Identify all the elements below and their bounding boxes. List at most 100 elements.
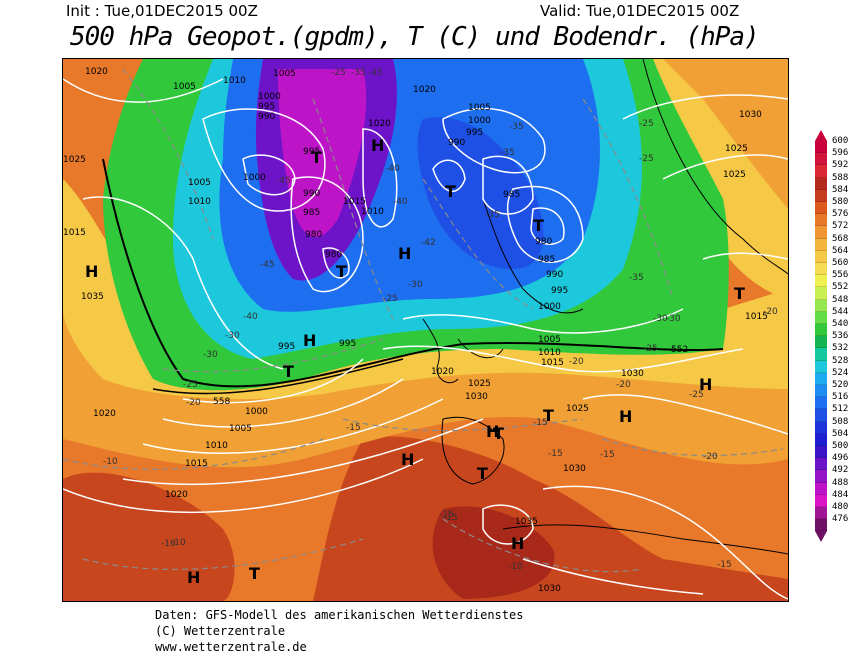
isobar-label: 995	[278, 342, 295, 352]
legend-swatch	[815, 263, 827, 276]
temp-label: -15	[717, 560, 732, 570]
isobar-label: 1000	[538, 302, 561, 312]
temp-label: -25	[639, 119, 654, 129]
temp-label: -25	[639, 154, 654, 164]
contour-552	[102, 158, 724, 388]
isobar-label: 1035	[515, 517, 538, 527]
coastline-iberia	[441, 416, 505, 485]
temp-label: -30	[666, 314, 681, 324]
isobar-label: 985	[503, 190, 520, 200]
high-marker: H	[619, 407, 632, 426]
high-marker: H	[303, 331, 316, 350]
temp-label: -15	[548, 449, 563, 459]
legend-swatch	[815, 153, 827, 166]
temp-label: -40	[243, 312, 258, 322]
contour-558	[152, 358, 404, 395]
legend-label: 480	[832, 502, 849, 512]
isobar-labels: 1020 1010 1005 1005 1025 1005 1010 995 9…	[63, 67, 768, 594]
coastline-scandinavia	[482, 198, 584, 314]
isobar-label: 1015	[343, 197, 366, 207]
temp-label: -45	[368, 68, 383, 78]
legend-label: 512	[832, 404, 849, 415]
isobar-label: 1010	[205, 441, 228, 451]
footer-data-source: Daten: GFS-Modell des amerikanischen Wet…	[155, 608, 524, 622]
isobar-label: 1030	[538, 584, 561, 594]
legend-label: 584	[832, 184, 849, 195]
magenta-core	[278, 69, 367, 238]
isobar-label: 1025	[63, 155, 86, 165]
isobar-label: 1000	[245, 407, 268, 417]
temperature-labels: -25 -35 -45 -35 -40 -45 -40 -42 -45 -35 …	[103, 68, 778, 572]
legend-label: 516	[832, 392, 849, 403]
isobar-label: 995	[303, 147, 320, 157]
atlantic-red-zone	[63, 472, 235, 601]
weather-map: 1020 1010 1005 1005 1025 1005 1010 995 9…	[62, 58, 789, 602]
legend-swatch	[815, 311, 827, 324]
legend-swatch	[815, 470, 827, 483]
low-marker: T	[311, 148, 322, 167]
isobar-label: 1010	[223, 76, 246, 86]
legend-label: 536	[832, 331, 849, 342]
map-title: 500 hPa Geopot.(gpdm), T (C) und Bodendr…	[70, 22, 760, 52]
isobar-label: 1015	[745, 312, 768, 322]
sahara-core	[432, 506, 555, 599]
legend-swatch	[815, 519, 827, 532]
legend-swatch	[815, 189, 827, 202]
legend-label: 476	[832, 514, 849, 525]
legend-swatch	[815, 507, 827, 520]
temp-label: -25	[643, 344, 658, 354]
legend-swatch	[815, 409, 827, 422]
legend-swatch	[815, 250, 827, 263]
legend-swatch	[815, 458, 827, 471]
temp-label: -40	[385, 164, 400, 174]
temp-label: -20	[616, 380, 631, 390]
legend-label: 592	[832, 160, 849, 171]
temp-label: -15	[443, 513, 458, 523]
high-marker: H	[371, 136, 384, 155]
temp-label: -15	[439, 510, 454, 520]
isobar-label: 1010	[188, 197, 211, 207]
legend-label: 488	[832, 477, 849, 488]
isobar-label: 995	[258, 102, 275, 112]
legend-label: 568	[832, 233, 849, 244]
isobar-label: 1005	[538, 335, 561, 345]
isobar-label: 1015	[541, 358, 564, 368]
legend-swatch	[815, 446, 827, 459]
temp-label: -35	[509, 122, 524, 132]
temp-label: -10	[161, 539, 176, 549]
legend-swatch	[815, 287, 827, 300]
high-marker: H	[511, 534, 524, 553]
legend-label: 548	[832, 294, 849, 305]
isobar-label: 990	[448, 138, 465, 148]
isobar-label: 1020	[413, 85, 436, 95]
isobar-label: 1000	[243, 173, 266, 183]
temp-label: -10	[508, 562, 523, 572]
legend-swatch	[815, 385, 827, 398]
temp-label: -20	[186, 398, 201, 408]
high-marker: H	[486, 422, 499, 441]
low-marker: T	[493, 424, 504, 443]
temp-label: -30	[203, 350, 218, 360]
isobar-label: 1020	[431, 367, 454, 377]
temp-label: -40	[393, 197, 408, 207]
legend-swatch	[815, 421, 827, 434]
low-marker: T	[283, 362, 294, 381]
low-marker: T	[734, 284, 745, 303]
temp-label: -10	[171, 538, 186, 548]
isobar-label: 980	[535, 237, 552, 247]
legend-label: 572	[832, 221, 849, 232]
isobar-label: 985	[538, 255, 555, 265]
isobar-label: 1020	[85, 67, 108, 77]
temp-label: -15	[533, 418, 548, 428]
temp-label: -45	[276, 176, 291, 186]
isobar-label: 980	[325, 250, 342, 260]
isobar-label: 1015	[185, 459, 208, 469]
legend-swatch	[815, 360, 827, 373]
low-marker: T	[477, 464, 488, 483]
legend-swatch	[815, 226, 827, 239]
temp-label: -20	[703, 452, 718, 462]
contour-552-label: 552	[671, 345, 688, 355]
legend-label: 580	[832, 197, 849, 207]
legend-swatch	[815, 433, 827, 446]
legend-label: 552	[832, 282, 849, 293]
